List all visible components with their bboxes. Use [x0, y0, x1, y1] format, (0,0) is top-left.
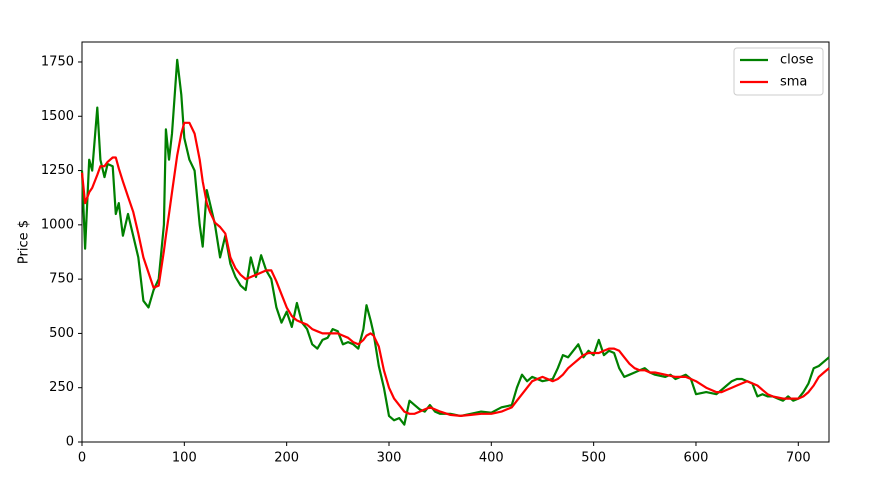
y-tick-label: 1500: [41, 109, 74, 124]
y-tick-label: 1000: [41, 217, 74, 232]
y-tick-label: 1750: [41, 54, 74, 69]
y-tick-label: 1250: [41, 163, 74, 178]
series-line: [80, 58, 830, 426]
x-tick-label: 700: [786, 451, 811, 466]
x-tick-label: 300: [377, 451, 402, 466]
x-tick-label: 200: [274, 451, 299, 466]
y-tick-label: 250: [49, 380, 74, 395]
x-tick-label: 100: [172, 451, 197, 466]
x-tick-label: 600: [684, 451, 709, 466]
legend-label: close: [780, 53, 813, 68]
legend-label: sma: [780, 75, 807, 90]
y-tick-label: 500: [49, 326, 74, 341]
plot-frame: [81, 41, 830, 443]
x-tick-label: 0: [78, 451, 86, 466]
y-tick-label: 750: [49, 272, 74, 287]
series-line: [80, 121, 830, 417]
y-axis-label: Price $: [17, 220, 32, 264]
x-tick-label: 500: [581, 451, 606, 466]
y-tick-label: 0: [66, 435, 74, 450]
x-tick-label: 400: [479, 451, 504, 466]
